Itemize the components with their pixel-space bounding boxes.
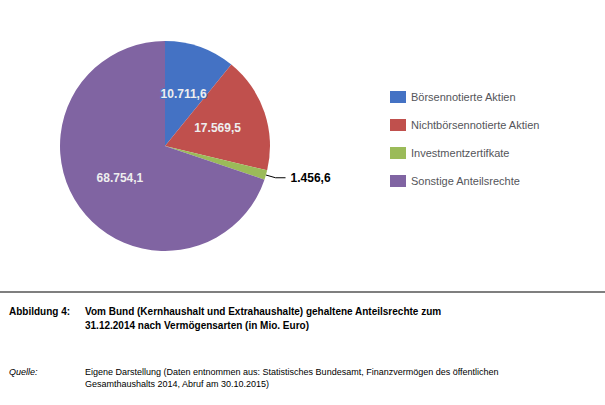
svg-text:Abbildung 4:: Abbildung 4:: [9, 306, 70, 317]
svg-text:Gesamthaushalts 2014, Abruf am: Gesamthaushalts 2014, Abruf am 30.10.201…: [85, 379, 269, 389]
svg-text:Investmentzertifkate: Investmentzertifkate: [411, 147, 509, 159]
svg-text:Eigene Darstellung (Daten entn: Eigene Darstellung (Daten entnommen aus:…: [85, 367, 499, 377]
svg-text:1.456,6: 1.456,6: [291, 171, 331, 185]
svg-text:Börsennotierte Aktien: Börsennotierte Aktien: [411, 91, 516, 103]
svg-text:10.711,6: 10.711,6: [161, 87, 207, 101]
svg-text:31.12.2014 nach Vermögensarten: 31.12.2014 nach Vermögensarten (in Mio. …: [85, 320, 309, 331]
svg-text:Nichtbörsennotierte Aktien: Nichtbörsennotierte Aktien: [411, 119, 539, 131]
svg-text:17.569,5: 17.569,5: [194, 121, 241, 135]
svg-text:Vom Bund (Kernhaushalt und Ext: Vom Bund (Kernhaushalt und Extrahaushalt…: [85, 306, 441, 317]
svg-text:Quelle:: Quelle:: [9, 367, 38, 377]
svg-text:Sonstige Anteilsrechte: Sonstige Anteilsrechte: [411, 175, 520, 187]
svg-text:68.754,1: 68.754,1: [97, 171, 144, 185]
